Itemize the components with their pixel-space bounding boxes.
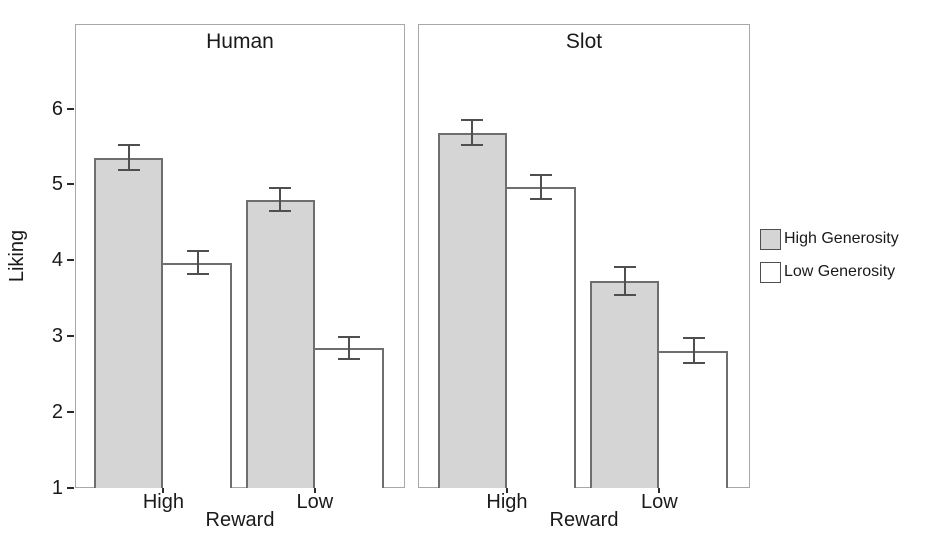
y-tick-label: 2: [51, 401, 63, 424]
errorbar-slot-high-reward-low-generosity: [530, 173, 553, 200]
x-axis-title-human: Reward: [205, 509, 275, 531]
errorbar-part: [279, 186, 282, 213]
errorbar-part: [471, 119, 474, 147]
errorbar-part: [186, 273, 209, 276]
legend-label: High Generosity: [784, 230, 899, 247]
y-tick-label: 1: [51, 477, 63, 499]
x-tick-mark: [162, 488, 165, 493]
errorbar-part: [269, 210, 292, 213]
errorbar-part: [269, 186, 292, 189]
bar-human-low-reward-high-generosity: [245, 199, 315, 488]
x-tick-label: High: [142, 491, 184, 513]
x-axis-title-slot: Reward: [549, 509, 619, 531]
bar-slot-low-reward-low-generosity: [657, 350, 729, 488]
errorbar-human-low-reward-high-generosity: [269, 186, 292, 213]
x-tick-label: Low: [641, 491, 678, 513]
errorbar-part: [682, 362, 705, 365]
facet-title-human: Human: [206, 30, 274, 53]
errorbar-slot-low-reward-high-generosity: [613, 265, 636, 296]
y-tick-mark: [67, 411, 74, 414]
errorbar-part: [338, 358, 361, 361]
x-tick-label: Low: [296, 491, 334, 513]
errorbar-part: [461, 119, 484, 122]
errorbar-part: [186, 249, 209, 252]
x-tick-mark: [505, 488, 508, 493]
y-tick-mark: [67, 487, 74, 489]
bar-human-low-reward-low-generosity: [312, 348, 384, 488]
errorbar-part: [540, 173, 543, 200]
legend-swatch-icon: [760, 228, 781, 250]
errorbar-part: [196, 249, 199, 276]
y-tick-label: 4: [51, 249, 63, 272]
legend-label: Low Generosity: [784, 263, 896, 280]
errorbar-human-high-reward-high-generosity: [117, 144, 140, 172]
legend-row-low-generosity: Low Generosity: [760, 261, 899, 283]
y-tick-label: 6: [51, 97, 63, 120]
errorbar-part: [682, 336, 705, 339]
errorbar-part: [117, 169, 140, 172]
errorbar-slot-high-reward-high-generosity: [461, 119, 484, 147]
y-tick-mark: [67, 183, 74, 186]
errorbar-part: [623, 265, 626, 296]
bar-slot-high-reward-low-generosity: [504, 186, 576, 488]
errorbar-slot-low-reward-low-generosity: [682, 336, 705, 365]
y-tick-label: 5: [51, 173, 63, 196]
errorbar-part: [613, 265, 636, 268]
errorbar-part: [461, 144, 484, 147]
legend-row-high-generosity: High Generosity: [760, 228, 899, 250]
bar-slot-low-reward-high-generosity: [590, 280, 660, 488]
y-tick-mark: [67, 335, 74, 338]
errorbar-part: [127, 144, 130, 172]
facet-title-slot: Slot: [565, 30, 603, 53]
x-tick-label: High: [486, 491, 528, 513]
bar-human-high-reward-low-generosity: [161, 262, 233, 488]
x-tick-mark: [313, 488, 316, 493]
errorbar-part: [530, 173, 553, 176]
errorbar-part: [613, 293, 636, 296]
errorbar-part: [348, 336, 351, 361]
legend-swatch-icon: [760, 261, 781, 283]
errorbar-part: [117, 144, 140, 147]
errorbar-part: [692, 336, 695, 365]
y-tick-mark: [67, 107, 74, 110]
errorbar-human-high-reward-low-generosity: [186, 249, 209, 276]
y-tick-label: 3: [51, 325, 63, 348]
errorbar-part: [338, 336, 361, 339]
bar-human-high-reward-high-generosity: [94, 157, 164, 488]
legend: High Generosity Low Generosity: [760, 228, 899, 294]
y-axis-title: Liking: [6, 229, 28, 283]
y-tick-mark: [67, 259, 74, 262]
errorbar-part: [530, 197, 553, 200]
errorbar-human-low-reward-low-generosity: [338, 336, 361, 361]
bar-slot-high-reward-high-generosity: [437, 132, 507, 488]
x-tick-mark: [658, 488, 661, 493]
